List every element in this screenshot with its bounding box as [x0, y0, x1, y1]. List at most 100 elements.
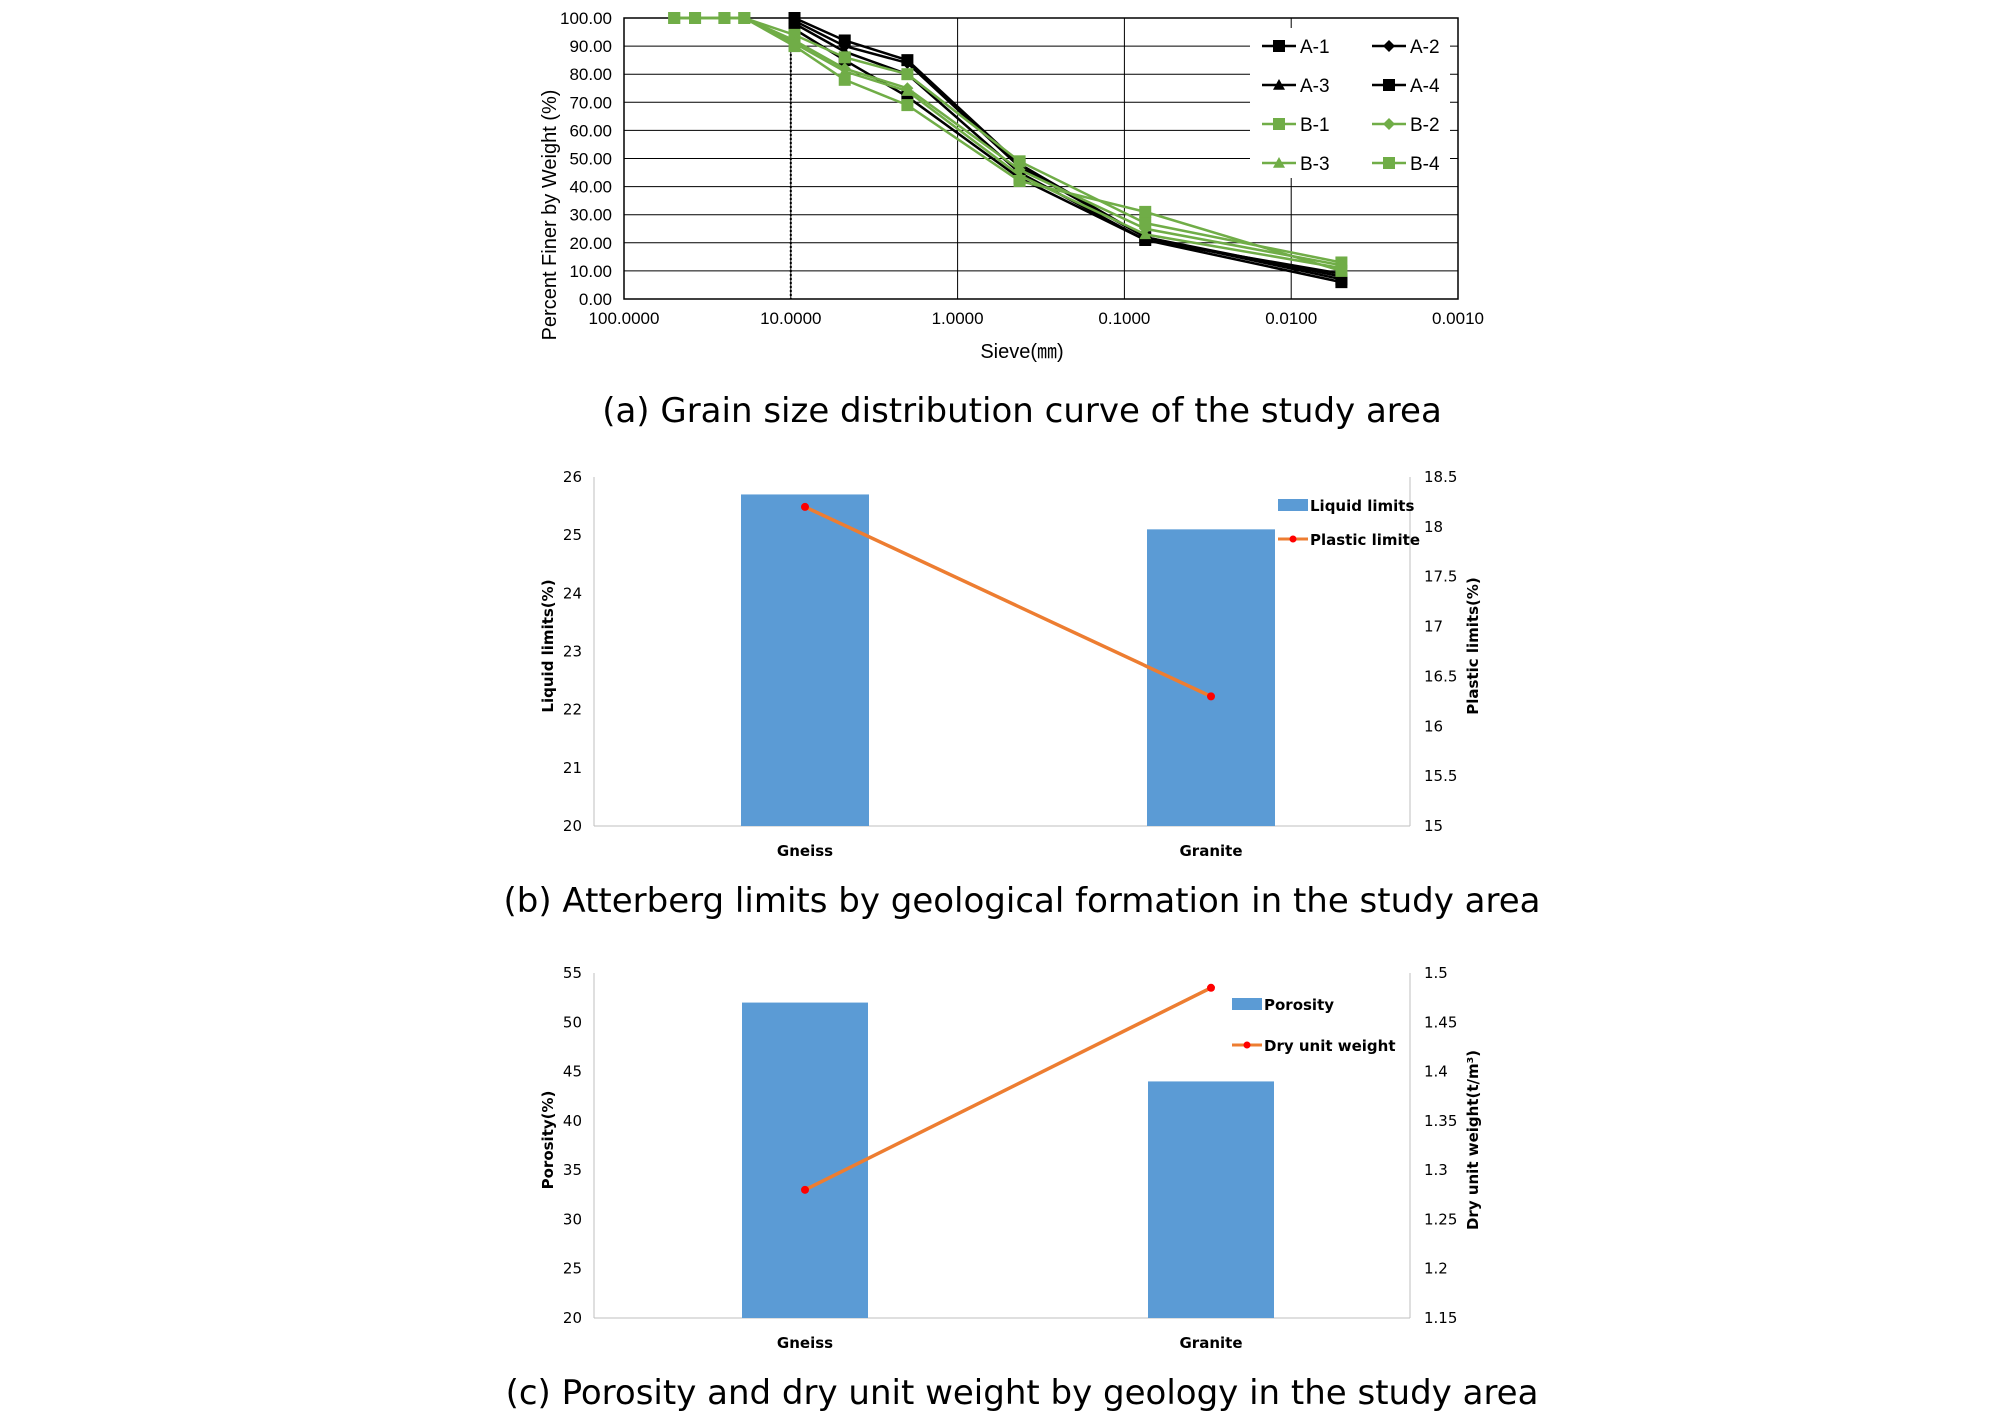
- series-line-B-4: [674, 16, 1342, 273]
- legend-label: A-3: [1300, 76, 1330, 97]
- y2-tick-label: 15: [1424, 817, 1443, 835]
- y-tick-label: 20.00: [569, 234, 612, 253]
- series-line-A-3: [793, 22, 1342, 275]
- legend-label: Plastic limite: [1310, 531, 1420, 549]
- y2-tick-label: 17.5: [1424, 568, 1457, 586]
- y2-tick-label: 1.2: [1424, 1260, 1448, 1278]
- porosity-chart: 55 50 45 40 35 30 25 20 1.5 1.45 1.4 1.35 1.3 1.25 1.2…: [506, 964, 1539, 1413]
- y2-tick-label: 1.4: [1424, 1063, 1448, 1081]
- atterberg-chart: 26 25 24 23 22 21 20 18.5 18 17.5 17 16.5 16 15.5 15 Gn…: [504, 468, 1541, 921]
- data-point: [1335, 276, 1348, 289]
- data-point: [668, 12, 681, 24]
- x-tick-label: 0.1000: [1098, 309, 1150, 328]
- legend-label: A-2: [1410, 37, 1440, 58]
- y-tick-label: 45: [563, 1063, 582, 1081]
- bar-granite: [1148, 1081, 1274, 1318]
- caption-c: (c) Porosity and dry unit weight by geol…: [506, 1373, 1539, 1413]
- series-line-B-2: [674, 16, 1342, 267]
- line-series: [804, 505, 1212, 698]
- category-label: Granite: [1180, 1334, 1243, 1352]
- category-label: Granite: [1180, 842, 1243, 860]
- x-tick-label: 1.0000: [932, 309, 984, 328]
- data-point: [689, 12, 702, 24]
- legend: A-1 A-2 A-3 A-4 B-1 B-2 B-3 B-4: [1250, 28, 1450, 178]
- x-tick-labels: 100.0000 10.0000 1.0000 0.1000 0.0100 0.0010: [589, 309, 1484, 328]
- legend-label: B-2: [1410, 115, 1440, 136]
- legend-swatch-bar: [1278, 499, 1308, 511]
- y-tick-label: 60.00: [569, 121, 612, 140]
- y-tick-label: 40.00: [569, 178, 612, 197]
- data-point: [838, 51, 851, 64]
- data-point: [1139, 205, 1152, 218]
- legend-marker: [1273, 118, 1285, 130]
- data-point: [901, 85, 914, 96]
- legend-marker: [1273, 157, 1285, 168]
- y2-tick-label: 1.45: [1424, 1013, 1457, 1031]
- y-tick-label: 24: [563, 584, 582, 602]
- data-point: [718, 12, 731, 24]
- y-tick-label: 22: [563, 701, 582, 719]
- data-point: [901, 56, 914, 69]
- series-line-A-4: [793, 28, 1342, 284]
- legend-label: A-4: [1410, 76, 1440, 97]
- y-axis-label: Liquid limits(%): [539, 579, 557, 712]
- legend-marker: [1289, 535, 1297, 543]
- line-point: [801, 502, 809, 511]
- y-tick-label: 26: [563, 468, 582, 486]
- y-tick-label: 100.00: [560, 9, 612, 28]
- legend-marker: [1383, 118, 1395, 130]
- y-tick-label: 40: [563, 1112, 582, 1130]
- y-tick-label: 20: [563, 817, 582, 835]
- legend-marker: [1243, 1041, 1251, 1049]
- legend-label: B-3: [1300, 154, 1330, 175]
- data-point: [1013, 155, 1026, 168]
- category-label: Gneiss: [777, 1334, 833, 1352]
- legend-swatch-bar: [1232, 998, 1262, 1010]
- legend-label: B-4: [1410, 154, 1440, 175]
- legend-marker: [1273, 40, 1285, 52]
- data-point: [1013, 174, 1026, 187]
- data-point: [1335, 264, 1348, 277]
- data-point: [838, 73, 851, 86]
- y2-tick-label: 16: [1424, 717, 1443, 735]
- legend-marker: [1383, 40, 1395, 52]
- category-label: Gneiss: [777, 842, 833, 860]
- y-tick-label: 80.00: [569, 65, 612, 84]
- y-tick-labels: 100.00 90.00 80.00 70.00 60.00 50.00 40.00 30.0…: [560, 9, 612, 309]
- y-tick-label: 21: [563, 759, 582, 777]
- y-tick-label: 20: [563, 1309, 582, 1327]
- legend-bg: [1250, 28, 1450, 178]
- legend-label: Liquid limits: [1310, 497, 1414, 515]
- y2-tick-label: 1.3: [1424, 1161, 1448, 1179]
- legend-label: B-1: [1300, 115, 1330, 136]
- y2-axis-label: Plastic limits(%): [1464, 577, 1482, 715]
- x-tick-label: 10.0000: [760, 309, 821, 328]
- y-tick-label: 90.00: [569, 37, 612, 56]
- y-tick-label: 10.00: [569, 262, 612, 281]
- series-line-B-1: [674, 16, 1342, 264]
- y2-tick-label: 1.35: [1424, 1112, 1457, 1130]
- data-point: [1139, 228, 1152, 240]
- plot-frame: [623, 17, 1459, 300]
- y-tick-label: 35: [563, 1161, 582, 1179]
- series-line-B-3: [674, 16, 1342, 270]
- plot-area: 55 50 45 40 35 30 25 20 1.5 1.45 1.4 1.35 1.3 1.25 1.2…: [563, 964, 1458, 1352]
- data-point: [788, 40, 801, 53]
- y-tick-label: 50: [563, 1013, 582, 1031]
- bar-gneiss: [741, 494, 869, 826]
- line-series: [804, 986, 1212, 1192]
- y-tick-label: 0.00: [579, 290, 612, 309]
- bar-granite: [1147, 529, 1275, 826]
- y2-tick-label: 18: [1424, 518, 1443, 536]
- y2-tick-label: 18.5: [1424, 468, 1457, 486]
- line-point: [1207, 983, 1215, 992]
- y2-tick-label: 1.5: [1424, 964, 1448, 982]
- legend-label: A-1: [1300, 37, 1330, 58]
- caption-b: (b) Atterberg limits by geological forma…: [504, 881, 1541, 921]
- legend-label: Dry unit weight: [1264, 1037, 1396, 1055]
- line-point: [1207, 692, 1215, 701]
- y2-tick-label: 15.5: [1424, 767, 1457, 785]
- y-tick-label: 23: [563, 643, 582, 661]
- legend-marker: [1383, 79, 1395, 91]
